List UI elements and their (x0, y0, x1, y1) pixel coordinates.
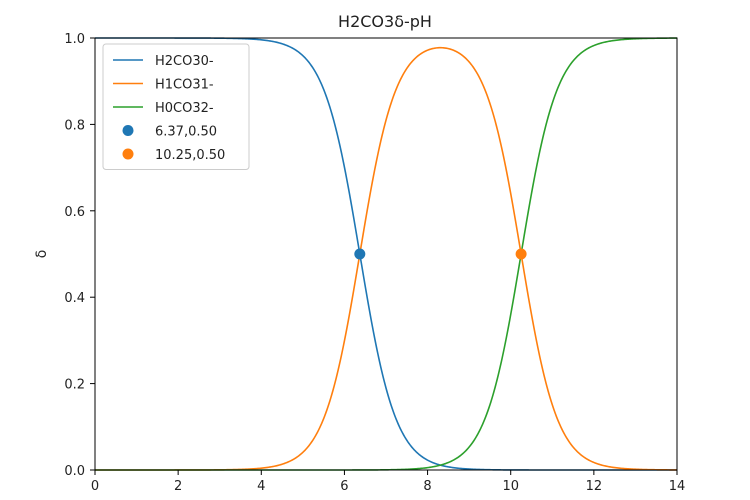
x-tick-label: 14 (669, 479, 686, 494)
x-tick-label: 8 (423, 479, 431, 494)
x-tick-label: 12 (586, 479, 603, 494)
x-tick-label: 0 (91, 479, 99, 494)
y-tick-label: 1.0 (64, 32, 85, 47)
x-tick-label: 10 (502, 479, 519, 494)
y-tick-label: 0.2 (64, 378, 85, 393)
y-tick-label: 0.6 (64, 205, 85, 220)
legend-label-10.25,0.50: 10.25,0.50 (155, 148, 225, 163)
data-point-6.37,0.50 (354, 248, 366, 260)
plot-frame (94, 37, 678, 471)
y-tick-label: 0.0 (64, 464, 85, 479)
y-tick-label: 0.4 (64, 291, 85, 306)
legend-label-H1CO31-: H1CO31- (155, 78, 214, 93)
legend: H2CO30- H1CO31- H0CO32- 6.37,0.50 10.25,0.50 (102, 43, 250, 170)
y-axis-label: δ (34, 250, 50, 259)
legend-marker-6.37,0.50 (122, 125, 134, 136)
x-tick-label: 6 (340, 479, 348, 494)
data-point-10.25,0.50 (515, 248, 527, 260)
x-tick-label: 2 (174, 479, 182, 494)
legend-marker-10.25,0.50 (122, 148, 134, 160)
legend-label-H2CO30-: H2CO30- (155, 54, 214, 69)
y-tick-label: 0.8 (64, 118, 85, 133)
legend-box (102, 43, 250, 170)
legend-label-6.37,0.50: 6.37,0.50 (155, 125, 217, 140)
legend-label-H0CO32-: H0CO32- (155, 101, 214, 116)
x-tick-label: 4 (257, 479, 265, 494)
plot-area: 0 2 4 6 8 10 12 14 0.0 0.2 0.4 0.6 0.8 1.0 (64, 32, 685, 494)
chart-title: H2CO3δ-pH (338, 12, 432, 31)
